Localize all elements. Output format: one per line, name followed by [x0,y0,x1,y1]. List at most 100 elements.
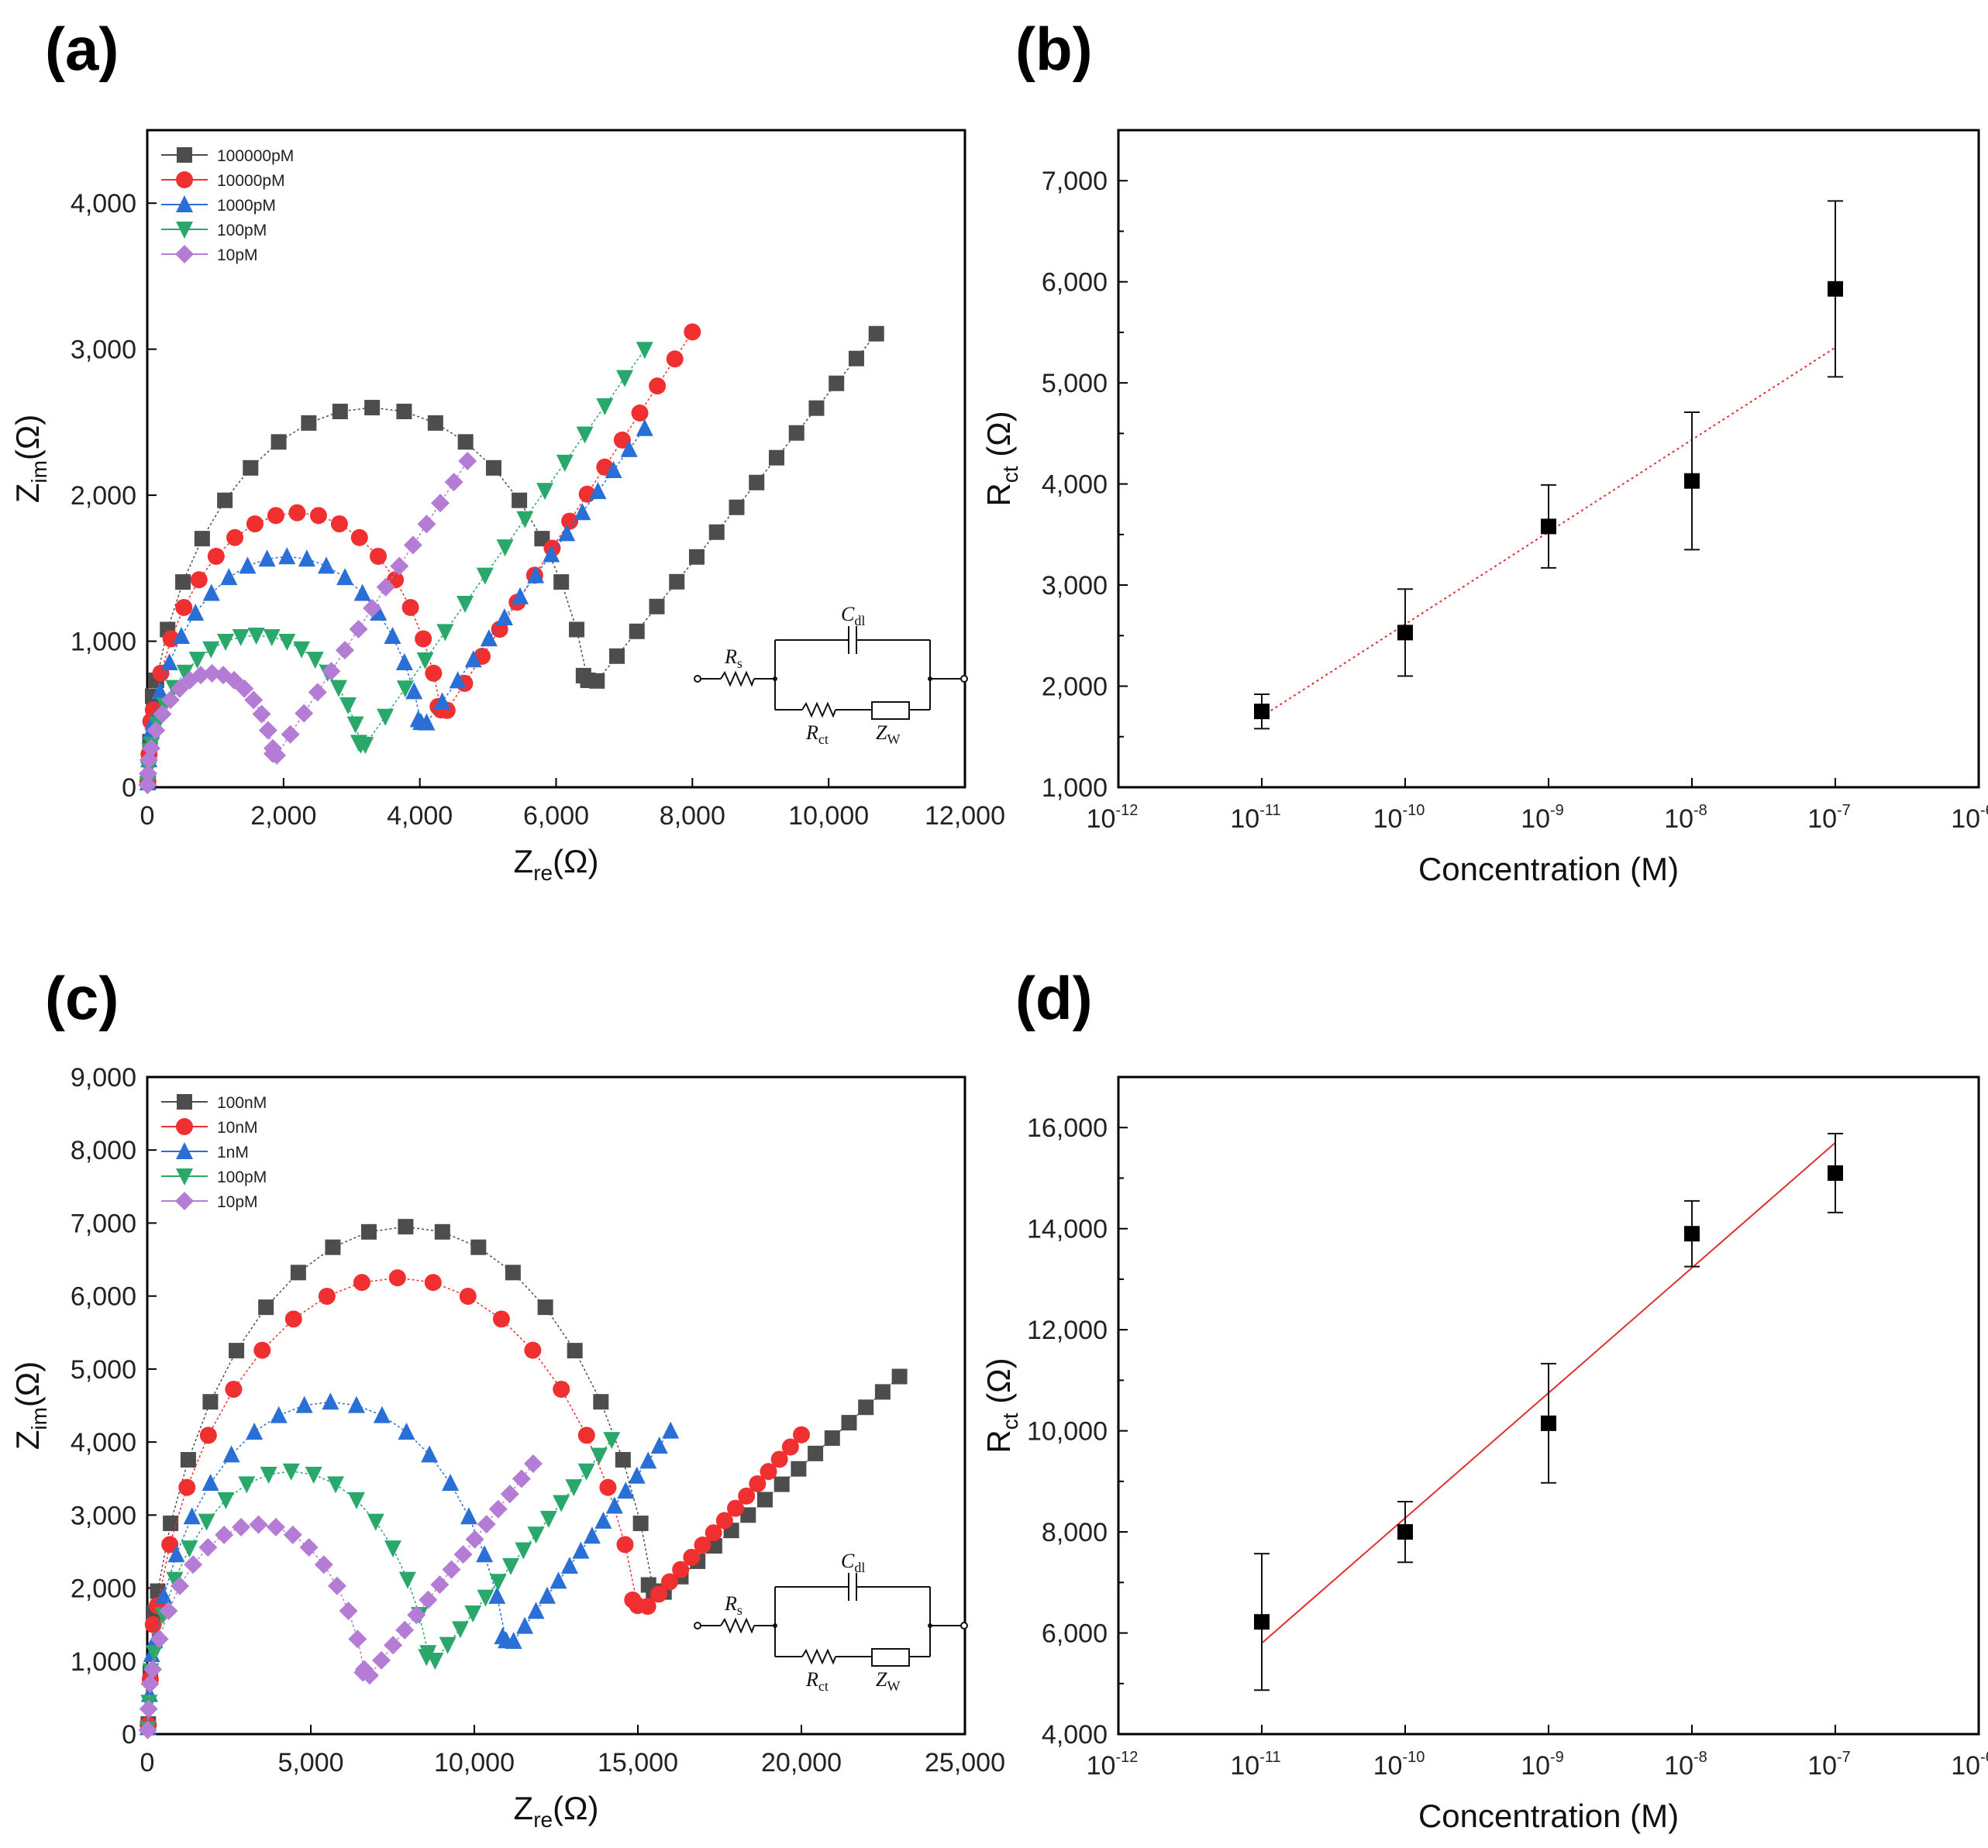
data-point [278,547,296,565]
data-point [184,1555,203,1574]
legend-entry: 10pM [161,1192,258,1211]
y-tick-label: 8,000 [71,1136,136,1165]
data-point [726,1499,744,1517]
data-point [372,1650,391,1670]
x-tick-label: 15,000 [598,1748,678,1777]
x-tick-label: 20,000 [761,1748,842,1777]
data-point [146,721,166,740]
data-point [616,1536,634,1554]
data-point [238,1476,256,1494]
data-point [569,621,585,638]
data-point [453,1545,473,1564]
data-point [470,1239,487,1255]
legend-marker [176,1118,193,1135]
data-point [688,549,705,565]
data-point [188,652,206,669]
rct-resistor [801,701,836,718]
data-point [575,667,591,683]
data-point [181,1540,198,1558]
data-point [660,1573,678,1591]
legend-marker [175,1192,194,1210]
x-axis-label: Zre(Ω) [514,1790,599,1832]
data-point [229,1343,245,1359]
data-point [239,556,257,574]
data-point [180,1451,196,1468]
x-tick-label: 25,000 [925,1748,1005,1777]
data-point [788,425,805,441]
legend-label: 100pM [217,222,267,239]
data-point [527,566,545,583]
data-point [322,1392,339,1410]
y-tick-label: 3,000 [1042,571,1108,601]
data-point [628,1466,646,1484]
y-tick-label: 1,000 [71,628,136,657]
data-point [395,653,413,671]
data-point [624,1591,642,1609]
data-point [246,1423,264,1440]
series-1000pM [139,418,653,791]
zw-element [871,701,910,720]
data-point [176,664,194,682]
cdl-label: Cdl [841,1550,865,1575]
data-point [649,377,667,395]
legend-marker [177,1094,192,1110]
data-point [350,528,368,546]
data-point [464,1605,482,1623]
data-point [160,653,178,671]
series-line [147,331,693,782]
data-point [616,370,634,387]
data-point [433,692,451,710]
data-point [760,1463,777,1481]
legend-entry: 100pM [161,222,267,239]
x-tick-label: 0 [140,801,155,831]
data-point [305,1466,322,1484]
data-point [353,1274,370,1292]
data-point [232,1517,251,1537]
data-point [460,1507,477,1525]
data-point [159,1602,178,1621]
data-point [1254,1614,1270,1630]
data-point [649,1585,667,1603]
data-point [740,1507,756,1523]
legend-marker [176,222,193,239]
data-point [418,713,436,731]
zw-label: ZW [876,1668,900,1694]
data-point [207,547,225,565]
data-point [577,1426,595,1444]
x-tick-label: 6,000 [523,801,589,831]
data-point [425,664,443,682]
data-point [464,650,482,668]
data-point [247,628,265,645]
series-100pM [139,1432,621,1739]
rs-label: Rs [724,1592,742,1618]
rs-resistor [720,1617,755,1634]
data-point [202,641,220,659]
data-point [329,680,347,697]
data-point [773,1476,790,1492]
data-point [263,629,281,647]
data-point [167,1545,185,1563]
data-point [457,434,474,450]
data-point [1254,704,1270,720]
data-point [537,1299,553,1316]
series-10pM [138,1454,543,1740]
data-point [403,535,422,555]
data-point [459,1287,477,1305]
data-point [756,1492,773,1508]
y-tick-label: 6,000 [71,1282,136,1312]
data-point [613,431,631,449]
data-point [396,680,414,698]
data-point [1684,1226,1700,1242]
data-point [558,524,576,542]
x-tick-label: 10-8 [1664,802,1707,834]
series-10pM [138,451,477,795]
data-point [160,690,180,710]
data-point [295,704,314,723]
data-point [146,1645,164,1663]
rct-label: Rct [805,1668,829,1694]
data-point [669,573,685,590]
data-point [267,507,284,525]
data-point [151,682,169,700]
data-point [561,512,579,530]
